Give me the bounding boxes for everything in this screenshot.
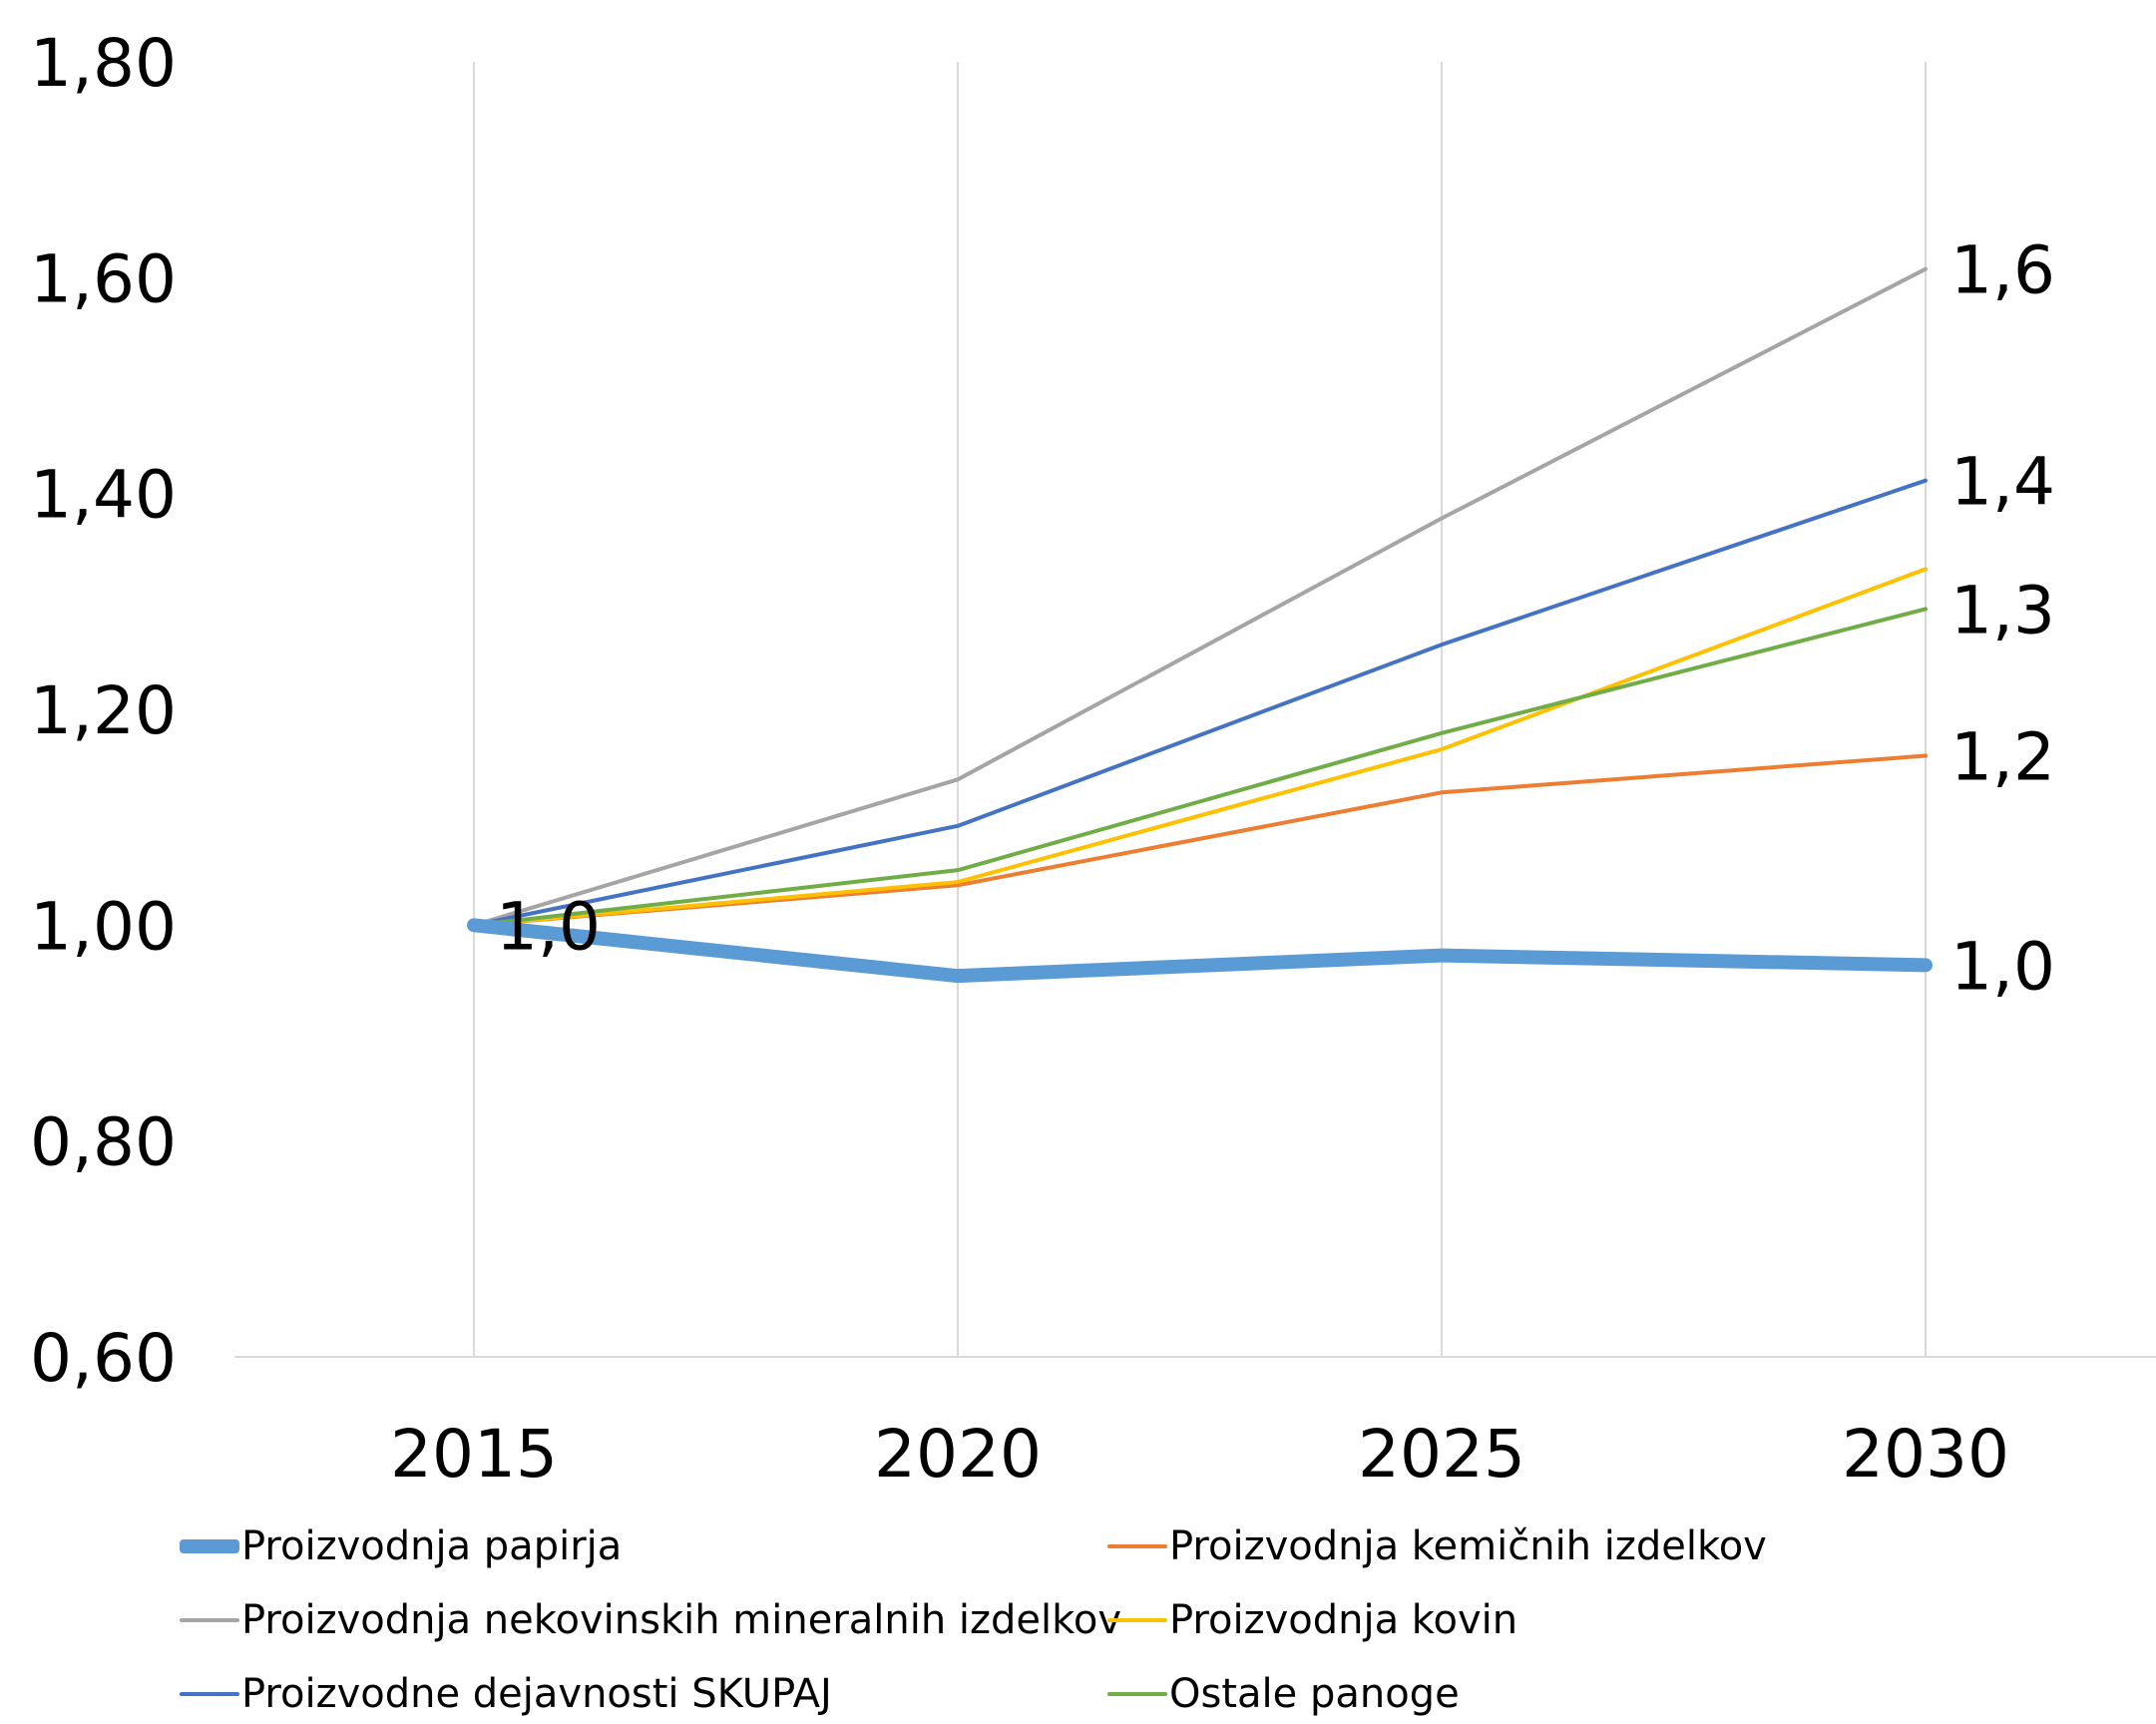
x-tick-label: 2025: [1358, 1416, 1525, 1493]
y-tick-label: 1,80: [30, 25, 177, 102]
legend-label: Proizvodnja kemičnih izdelkov: [1169, 1523, 1767, 1569]
series-lines: [467, 266, 1933, 984]
legend-label: Proizvodnja kovin: [1169, 1597, 1518, 1643]
legend-swatch: [180, 1539, 239, 1553]
y-tick-label: 1,20: [30, 672, 177, 749]
legend-swatch: [1107, 1692, 1167, 1696]
data-label: 1,4: [1950, 444, 2055, 521]
legend-swatch: [180, 1692, 239, 1696]
series-line-ostale-panoge: [472, 607, 1928, 928]
x-tick-label: 2015: [390, 1416, 558, 1493]
data-label: 1,2: [1950, 719, 2055, 796]
gridlines: [473, 62, 1927, 1357]
y-tick-label: 1,00: [30, 888, 177, 965]
series-line-proizvodnja-papirja: [467, 918, 1933, 984]
data-label: 1,3: [1950, 572, 2055, 648]
data-label: 1,6: [1950, 232, 2055, 309]
y-axis-ticks: 0,60 0,80 1,00 1,20 1,40 1,60 1,80: [30, 25, 177, 1397]
y-tick-label: 0,80: [30, 1104, 177, 1181]
legend-label: Proizvodnja papirja: [241, 1523, 623, 1569]
legend-label: Proizvodne dejavnosti SKUPAJ: [241, 1671, 832, 1717]
legend-item: Proizvodnja kemičnih izdelkov: [1107, 1516, 1767, 1576]
legend-swatch: [180, 1618, 239, 1622]
legend-item: Proizvodnja nekovinskih mineralnih izdel…: [180, 1590, 1121, 1650]
legend-swatch: [1107, 1544, 1167, 1548]
series-line-proizvodnja-nekovinskih-mineralnih-izdelkov: [472, 266, 1928, 928]
x-tick-label: 2020: [874, 1416, 1042, 1493]
y-tick-label: 0,60: [30, 1320, 177, 1397]
series-line-proizvodne-dejavnosti-skupaj: [472, 478, 1928, 928]
x-tick-label: 2030: [1842, 1416, 2009, 1493]
data-label: 1,0: [496, 888, 601, 965]
data-label: 1,0: [1950, 928, 2055, 1005]
legend-item: Ostale panoge: [1107, 1664, 1460, 1724]
legend-item: Proizvodnja papirja: [180, 1516, 622, 1576]
legend-item: Proizvodne dejavnosti SKUPAJ: [180, 1664, 832, 1724]
legend-item: Proizvodnja kovin: [1107, 1590, 1517, 1650]
y-tick-label: 1,40: [30, 457, 177, 534]
legend-label: Proizvodnja nekovinskih mineralnih izdel…: [241, 1597, 1122, 1643]
series-line-proizvodnja-kovin: [472, 567, 1928, 928]
legend-label: Ostale panoge: [1169, 1671, 1460, 1717]
legend-swatch: [1107, 1618, 1167, 1622]
x-axis-ticks: 2015 2020 2025 2030: [390, 1416, 2009, 1493]
data-labels: 1,0 1,6 1,4 1,3 1,2 1,0: [496, 232, 2055, 1006]
y-tick-label: 1,60: [30, 240, 177, 317]
